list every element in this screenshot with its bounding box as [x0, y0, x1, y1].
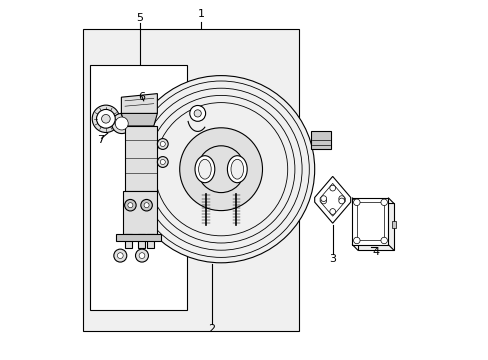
Polygon shape: [314, 176, 350, 223]
Circle shape: [320, 196, 326, 202]
Bar: [137, 234, 144, 248]
Text: 1: 1: [197, 9, 204, 19]
Circle shape: [189, 105, 205, 121]
Circle shape: [135, 249, 148, 262]
Circle shape: [102, 114, 110, 123]
Circle shape: [329, 209, 335, 215]
Bar: [352, 198, 387, 245]
Circle shape: [380, 237, 386, 244]
Circle shape: [320, 198, 326, 204]
Circle shape: [127, 76, 314, 263]
Bar: [116, 234, 161, 241]
Ellipse shape: [230, 159, 243, 179]
Bar: [357, 203, 393, 250]
Bar: [89, 65, 186, 310]
Text: 3: 3: [328, 254, 336, 264]
Bar: [146, 234, 153, 248]
Ellipse shape: [195, 156, 214, 183]
Bar: [125, 126, 157, 191]
Circle shape: [139, 253, 144, 258]
Text: 7: 7: [97, 135, 104, 145]
Bar: [123, 191, 157, 234]
Bar: [125, 234, 132, 248]
Circle shape: [96, 109, 115, 128]
Ellipse shape: [198, 159, 211, 179]
Circle shape: [179, 128, 262, 211]
Circle shape: [194, 110, 201, 117]
Circle shape: [353, 237, 359, 244]
Circle shape: [141, 199, 152, 211]
Bar: [310, 131, 330, 149]
Circle shape: [127, 203, 133, 208]
Bar: [356, 202, 384, 240]
Circle shape: [92, 105, 120, 132]
Circle shape: [144, 203, 149, 208]
Ellipse shape: [227, 156, 247, 183]
Circle shape: [329, 185, 335, 191]
Circle shape: [111, 113, 132, 134]
Circle shape: [124, 199, 136, 211]
Bar: [82, 29, 298, 331]
Circle shape: [160, 159, 165, 165]
Text: 5: 5: [136, 13, 143, 23]
Circle shape: [114, 249, 126, 262]
Text: 6: 6: [138, 92, 145, 102]
Circle shape: [115, 117, 128, 130]
Text: 2: 2: [208, 324, 215, 334]
Circle shape: [380, 199, 386, 206]
Bar: [391, 221, 396, 229]
Circle shape: [338, 198, 344, 204]
Text: 4: 4: [371, 247, 379, 257]
Circle shape: [353, 199, 359, 206]
Polygon shape: [121, 94, 157, 115]
Circle shape: [157, 157, 168, 167]
Circle shape: [160, 141, 165, 147]
Circle shape: [338, 196, 344, 202]
Circle shape: [117, 253, 123, 258]
Circle shape: [197, 146, 244, 193]
Polygon shape: [320, 184, 345, 216]
Circle shape: [157, 139, 168, 149]
Polygon shape: [121, 113, 157, 126]
